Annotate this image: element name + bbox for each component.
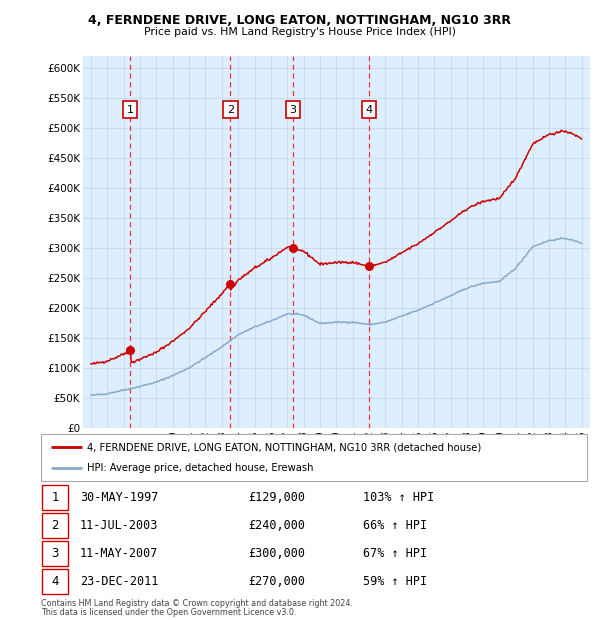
- Text: Price paid vs. HM Land Registry's House Price Index (HPI): Price paid vs. HM Land Registry's House …: [144, 27, 456, 37]
- Bar: [42, 569, 68, 593]
- Text: 11-JUL-2003: 11-JUL-2003: [80, 519, 158, 532]
- Text: £240,000: £240,000: [248, 519, 305, 532]
- Bar: [42, 513, 68, 538]
- Text: 11-MAY-2007: 11-MAY-2007: [80, 547, 158, 560]
- Text: 2: 2: [227, 105, 234, 115]
- Text: 67% ↑ HPI: 67% ↑ HPI: [363, 547, 427, 560]
- Text: 1: 1: [51, 491, 59, 504]
- Text: £300,000: £300,000: [248, 547, 305, 560]
- Text: 4: 4: [51, 575, 59, 588]
- Text: 4, FERNDENE DRIVE, LONG EATON, NOTTINGHAM, NG10 3RR: 4, FERNDENE DRIVE, LONG EATON, NOTTINGHA…: [89, 14, 511, 27]
- Text: 23-DEC-2011: 23-DEC-2011: [80, 575, 158, 588]
- Text: 59% ↑ HPI: 59% ↑ HPI: [363, 575, 427, 588]
- Text: £270,000: £270,000: [248, 575, 305, 588]
- Text: 4, FERNDENE DRIVE, LONG EATON, NOTTINGHAM, NG10 3RR (detached house): 4, FERNDENE DRIVE, LONG EATON, NOTTINGHA…: [87, 442, 481, 452]
- Bar: [42, 541, 68, 565]
- Text: 66% ↑ HPI: 66% ↑ HPI: [363, 519, 427, 532]
- Text: 3: 3: [290, 105, 296, 115]
- Bar: [42, 485, 68, 510]
- Text: 30-MAY-1997: 30-MAY-1997: [80, 491, 158, 504]
- Text: HPI: Average price, detached house, Erewash: HPI: Average price, detached house, Erew…: [87, 463, 314, 474]
- Text: 4: 4: [365, 105, 372, 115]
- Text: 2: 2: [51, 519, 59, 532]
- Text: This data is licensed under the Open Government Licence v3.0.: This data is licensed under the Open Gov…: [41, 608, 296, 617]
- Text: Contains HM Land Registry data © Crown copyright and database right 2024.: Contains HM Land Registry data © Crown c…: [41, 600, 353, 608]
- Text: £129,000: £129,000: [248, 491, 305, 504]
- Text: 1: 1: [127, 105, 134, 115]
- Text: 3: 3: [52, 547, 59, 560]
- Text: 103% ↑ HPI: 103% ↑ HPI: [363, 491, 434, 504]
